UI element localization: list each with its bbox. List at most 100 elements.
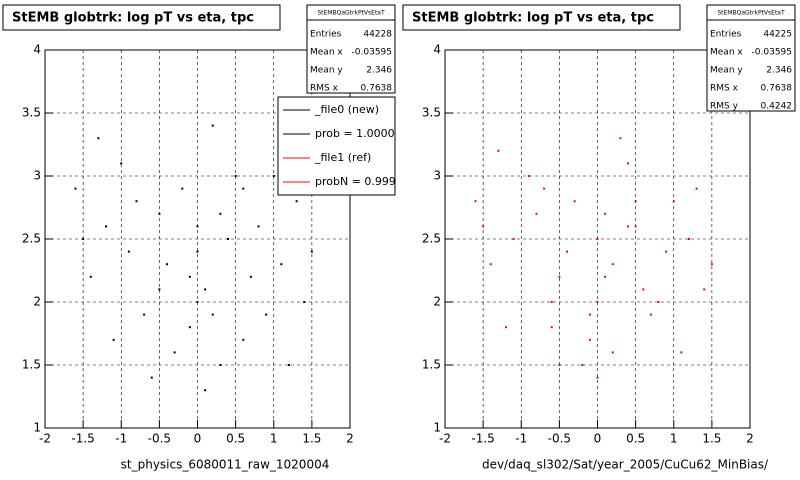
point (611, 351, 614, 354)
point (257, 225, 260, 228)
x-tick-label: 0.5 (626, 432, 645, 446)
point (512, 238, 515, 240)
point (188, 326, 191, 329)
title-box (402, 4, 681, 31)
stats-label: RMS x (710, 84, 739, 94)
point (489, 263, 492, 266)
x-tick-label: -0.5 (148, 432, 171, 446)
point (150, 376, 153, 379)
y-tick-label: 3 (433, 169, 441, 183)
stats-value: 2.346 (366, 66, 392, 76)
point (573, 200, 576, 203)
point (665, 250, 668, 253)
point (158, 212, 161, 215)
y-tick-label: 4 (433, 43, 441, 57)
point (173, 351, 176, 354)
x-tick-label: -2 (39, 432, 51, 446)
x-tick-label: 1.5 (302, 432, 321, 446)
point (657, 301, 660, 303)
point (135, 200, 138, 203)
point (265, 313, 268, 316)
point (634, 200, 637, 203)
point (188, 275, 191, 278)
point (543, 187, 546, 190)
point (497, 149, 500, 152)
point (672, 200, 675, 203)
stats-value: 44225 (763, 30, 792, 40)
x-tick-label: 0 (594, 432, 602, 446)
point (280, 263, 283, 266)
y-tick-label: 2 (433, 295, 441, 309)
point (710, 263, 713, 266)
point (558, 364, 561, 366)
y-tick-label: 2.5 (22, 232, 41, 246)
x-tick-label: 2 (746, 432, 754, 446)
point (596, 238, 599, 240)
point (558, 275, 561, 278)
y-tick-label: 2.5 (422, 232, 441, 246)
stats-value: 0.7638 (361, 84, 393, 94)
point (588, 313, 591, 316)
y-tick-label: 1 (433, 421, 441, 435)
point (82, 238, 85, 240)
chart-title: StEMB globtrk: log pT vs eta, tpc (412, 11, 654, 26)
stats-label: Mean x (310, 48, 343, 58)
point (89, 275, 92, 278)
point (219, 364, 222, 366)
point (74, 187, 77, 190)
x-tick-label: 1 (270, 432, 278, 446)
x-axis-label: st_physics_6080011_raw_1020004 (121, 458, 330, 472)
point (242, 187, 245, 190)
point (604, 275, 607, 278)
point (204, 288, 207, 291)
point (97, 137, 100, 140)
point (211, 313, 214, 316)
point (288, 364, 290, 366)
point (105, 225, 107, 228)
y-tick-label: 3.5 (22, 106, 41, 120)
point (649, 313, 652, 316)
point (196, 250, 199, 253)
point (604, 212, 607, 215)
point (505, 326, 507, 329)
point (112, 338, 115, 341)
point (158, 288, 161, 291)
x-tick-label: -1.5 (471, 432, 494, 446)
x-tick-label: 0.5 (226, 432, 245, 446)
x-tick-label: 1 (670, 432, 678, 446)
point (234, 175, 237, 177)
point (535, 212, 538, 215)
point (703, 288, 706, 291)
point (310, 250, 313, 253)
x-tick-label: 0 (194, 432, 202, 446)
stats-value: 2.346 (766, 66, 792, 76)
title-box (2, 4, 281, 31)
point (619, 137, 622, 140)
x-tick-label: 2 (346, 432, 354, 446)
point (634, 225, 637, 228)
point (196, 225, 199, 228)
stats-value: -0.03595 (752, 48, 792, 58)
legend-label: probN = 0.99996 (315, 175, 410, 188)
point (219, 212, 222, 215)
point (211, 124, 214, 127)
point (688, 238, 690, 240)
point (527, 175, 530, 177)
stats-label: Mean x (710, 48, 743, 58)
point (303, 301, 306, 303)
stats-label: RMS y (710, 102, 739, 112)
point (474, 200, 477, 203)
x-axis-label: dev/daq_sl302/Sat/year_2005/CuCu62_MinBi… (482, 458, 769, 472)
stats-value: 0.7638 (761, 84, 793, 94)
point (588, 338, 591, 341)
y-tick-label: 1.5 (22, 358, 41, 372)
point (272, 175, 275, 177)
chart-title: StEMB globtrk: log pT vs eta, tpc (12, 11, 254, 26)
stats-label: Entries (710, 30, 742, 40)
point (482, 225, 485, 228)
legend-label: _file1 (ref) (314, 151, 371, 164)
point (143, 313, 146, 316)
x-tick-label: -1.5 (71, 432, 94, 446)
legend-label: prob = 1.000000 (315, 127, 409, 140)
